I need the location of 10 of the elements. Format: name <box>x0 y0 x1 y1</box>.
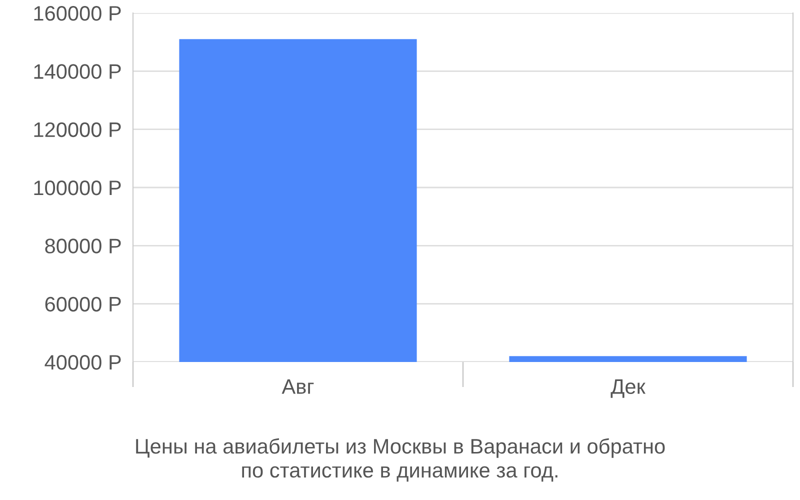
y-tick-label: 140000 Р <box>34 64 121 79</box>
y-tick-label: 160000 Р <box>34 6 121 21</box>
x-tick-label: Дек <box>610 379 646 398</box>
text: Цены на авиабилеты из Москвы в Варанаси и обратно по статистике в динамике за год. <box>136 438 665 482</box>
y-tick-label: 100000 Р <box>34 180 121 196</box>
x-tick-label: Авг <box>282 379 314 394</box>
y-tick-label: 120000 Р <box>34 122 121 138</box>
y-tick-label: 40000 Р <box>44 355 121 370</box>
y-tick-label: 80000 Р <box>45 238 121 254</box>
y-tick-label: 60000 Р <box>45 296 121 312</box>
